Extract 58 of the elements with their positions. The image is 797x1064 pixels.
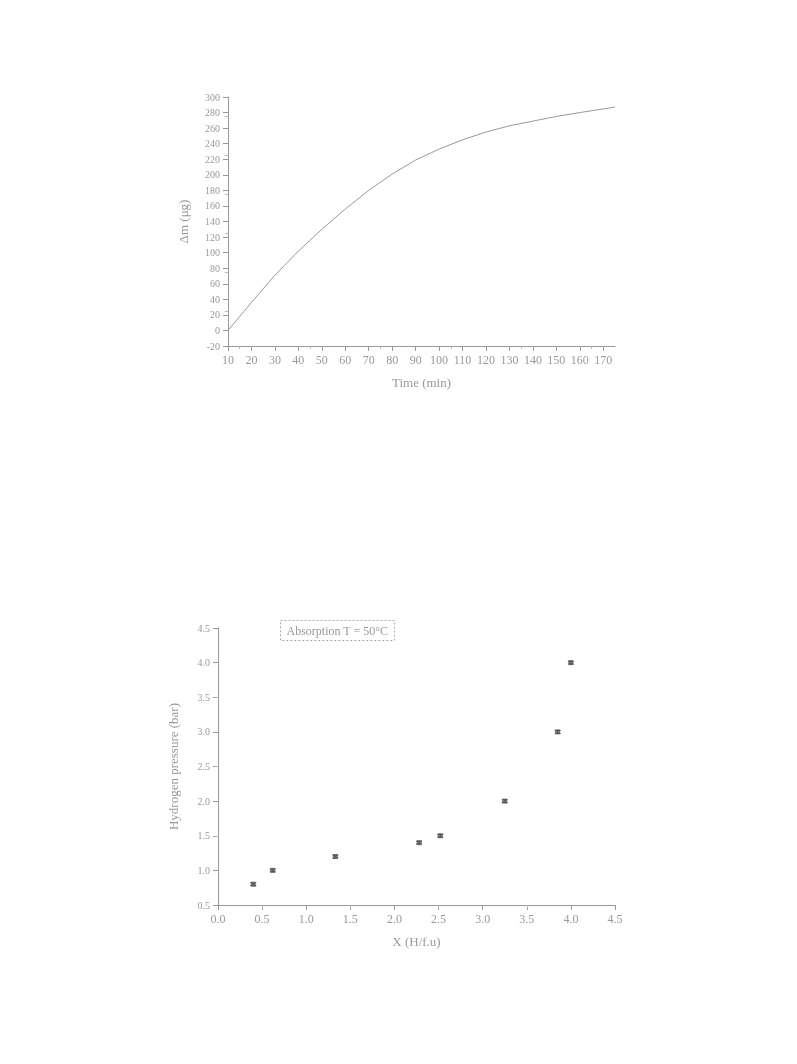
y-tick-label: 140	[205, 216, 220, 227]
y-tick-label: 4.0	[197, 657, 210, 669]
y-tick-label: 80	[210, 262, 220, 274]
y-tick-label: 1.5	[197, 830, 210, 842]
x-tick-label: 10	[222, 353, 234, 367]
x-tick-label: 150	[547, 353, 566, 367]
x-tick-label: 170	[594, 353, 613, 367]
y-tick-label: -20	[206, 340, 220, 352]
x-tick-label: 2.5	[431, 912, 447, 926]
x-tick-label: 20	[245, 353, 258, 367]
y-tick-label: 3.0	[197, 726, 210, 738]
x-tick-label: 90	[409, 353, 422, 367]
x-tick-label: 4.5	[607, 912, 623, 926]
y-tick-label: 220	[205, 153, 220, 165]
y-tick-label: 3.5	[197, 691, 210, 703]
annotation: Absorption T = 50°C	[286, 623, 388, 638]
y-tick-label: 200	[205, 169, 220, 181]
y-tick-label: 20	[210, 309, 220, 321]
y-tick-label: 2.5	[197, 761, 210, 772]
y-tick-label: 1.0	[197, 864, 210, 876]
y-tick-label: 2.0	[197, 795, 210, 807]
y-tick-label: 280	[205, 107, 220, 119]
x-tick-label: 0.0	[210, 912, 226, 926]
y-tick-label: 100	[205, 247, 220, 259]
x-tick-label: 0.5	[254, 912, 270, 926]
x-tick-label: 130	[500, 353, 519, 367]
y-tick-label: 4.5	[197, 622, 210, 634]
x-tick-label: 1.5	[342, 912, 358, 926]
y-tick-label: 240	[205, 138, 220, 150]
y-tick-label: 160	[205, 200, 220, 212]
x-tick-label: 2.0	[386, 912, 402, 926]
x-axis-title: Time (min)	[391, 375, 452, 390]
x-tick-label: 160	[570, 353, 589, 367]
x-tick-label: 70	[362, 353, 375, 367]
x-tick-label: 3.5	[519, 912, 535, 926]
y-tick-label: 0	[215, 324, 220, 336]
x-tick-label: 30	[268, 353, 281, 367]
x-tick-label: 120	[477, 353, 495, 367]
y-tick-label: 300	[205, 91, 220, 103]
x-tick-label: 110	[453, 353, 472, 367]
x-tick-label: 100	[430, 353, 449, 367]
y-tick-label: 0.5	[197, 899, 210, 911]
x-tick-label: 80	[386, 353, 399, 367]
x-tick-label: 140	[523, 353, 542, 367]
x-tick-label: 3.0	[475, 912, 491, 926]
x-tick-label: 4.0	[563, 912, 579, 926]
y-tick-label: 260	[205, 122, 220, 134]
y-tick-label: 40	[210, 293, 220, 305]
x-tick-label: 40	[292, 353, 305, 367]
x-tick-label: 60	[339, 353, 352, 367]
x-axis-title: X (H/f.u)	[392, 934, 441, 949]
y-tick-label: 60	[210, 278, 220, 290]
y-axis-title: Hydrogen pressure (bar)	[166, 702, 181, 831]
y-tick-label: 180	[205, 184, 220, 196]
x-tick-label: 50	[315, 353, 328, 367]
x-tick-label: 1.0	[298, 912, 314, 926]
y-axis-title: Δm (μg)	[176, 199, 191, 244]
y-tick-label: 120	[205, 231, 220, 243]
